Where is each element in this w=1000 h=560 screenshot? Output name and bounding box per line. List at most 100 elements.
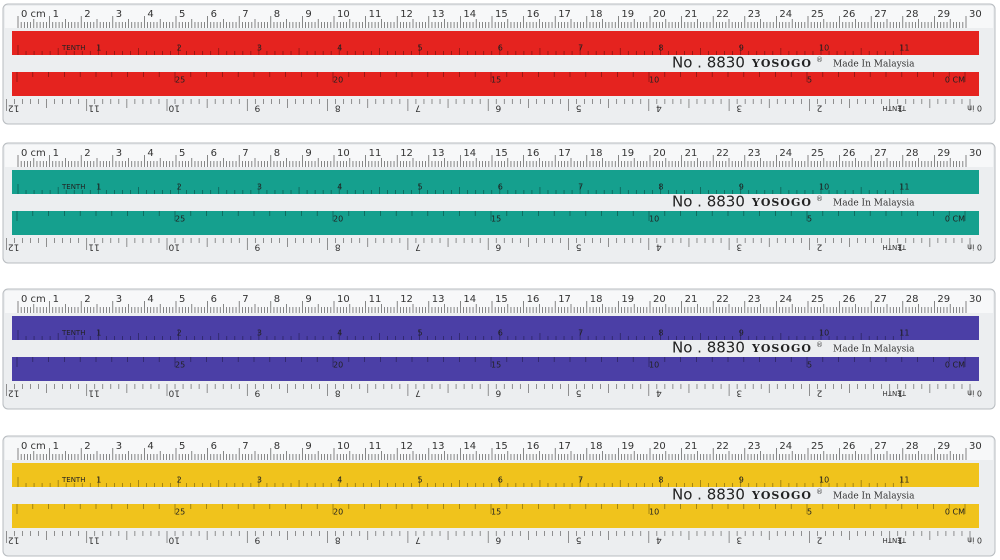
cm-label: 0 cm	[21, 9, 46, 20]
cm-label: 0 cm	[21, 294, 46, 305]
cm-label: 30	[969, 148, 982, 159]
band-upper-label: 10	[819, 183, 829, 192]
band-upper-label: 6	[498, 329, 503, 338]
inch-label: 10	[168, 535, 180, 545]
cm-label: 29	[937, 148, 950, 159]
cm-label: 1	[53, 148, 59, 159]
cm-label: 13	[432, 441, 445, 452]
inch-label: 3	[736, 103, 742, 113]
cm-label: 28	[906, 148, 919, 159]
inch-label: 12	[8, 103, 19, 113]
cm-label: 21	[685, 294, 698, 305]
inch-label: 4	[656, 535, 662, 545]
inch-label: 3	[736, 535, 742, 545]
cm-label: 19	[621, 148, 634, 159]
band-upper-label: 11	[899, 329, 909, 338]
model-number: No . 8830	[672, 339, 745, 357]
cm-label: 7	[242, 9, 248, 20]
cm-label: 9	[305, 441, 311, 452]
band-ticks	[16, 330, 966, 367]
cm-label: 21	[685, 9, 698, 20]
cm-label: 6	[211, 9, 217, 20]
inch-label: 2	[817, 103, 823, 113]
cm-label: 26	[843, 9, 856, 20]
origin: Made In Malaysia	[833, 345, 915, 355]
inch-label: 12	[8, 242, 19, 252]
band-upper-label: 10	[819, 476, 829, 485]
band-upper-label: 4	[337, 476, 342, 485]
mm-ticks	[17, 301, 967, 313]
cm-label: 28	[906, 294, 919, 305]
cm-label: 30	[969, 9, 982, 20]
cm-label: 26	[843, 148, 856, 159]
inch-label: 11	[88, 242, 99, 252]
brand: YOSOGO	[751, 342, 812, 355]
registered-mark: ®	[816, 195, 823, 203]
cm-label: 10	[337, 441, 350, 452]
band-upper-label: 5	[418, 183, 423, 192]
inch-label: 8	[335, 535, 341, 545]
inch-label: 1	[897, 388, 903, 398]
inch-label: 5	[576, 388, 582, 398]
cm-label: 6	[211, 441, 217, 452]
cm-label: 7	[242, 441, 248, 452]
cm-label: 11	[369, 294, 382, 305]
band-lower-label: 0 CM	[945, 76, 965, 85]
inch-label: 1	[897, 535, 903, 545]
mm-ticks	[17, 448, 967, 460]
inch-label: 7	[415, 103, 421, 113]
band-upper-label: 10	[819, 329, 829, 338]
band-lower-label: 20	[333, 508, 343, 517]
tenth-label: TENTH	[883, 389, 907, 397]
origin: Made In Malaysia	[833, 60, 915, 70]
cm-label: 20	[653, 148, 666, 159]
band-lower-label: 10	[649, 76, 659, 85]
cm-label: 21	[685, 441, 698, 452]
band-upper-label: 4	[337, 183, 342, 192]
inch-label: 1	[897, 103, 903, 113]
cm-label: 18	[590, 9, 603, 20]
cm-label: 8	[274, 9, 280, 20]
cm-label: 13	[432, 148, 445, 159]
inch-label: 3	[736, 388, 742, 398]
cm-label: 14	[463, 441, 476, 452]
cm-label: 19	[621, 441, 634, 452]
inch-ticks	[6, 238, 971, 250]
lower-band	[12, 357, 979, 381]
band-upper-label: 6	[498, 44, 503, 53]
cm-label: 16	[527, 9, 540, 20]
band-upper-label: 2	[177, 44, 182, 53]
cm-label: 9	[305, 9, 311, 20]
cm-label: 1	[53, 441, 59, 452]
band-upper-label: 1	[96, 44, 101, 53]
tenth-label: TENTH	[61, 329, 85, 337]
cm-label: 9	[305, 294, 311, 305]
cm-label: 10	[337, 9, 350, 20]
brand: YOSOGO	[751, 196, 812, 209]
model-number: No . 8830	[672, 486, 745, 504]
cm-label: 12	[400, 294, 413, 305]
cm-label: 0 cm	[21, 148, 46, 159]
cm-label: 3	[116, 148, 122, 159]
cm-label: 15	[495, 148, 508, 159]
band-upper-label: 8	[658, 476, 663, 485]
cm-label: 5	[179, 148, 185, 159]
band-upper-label: 9	[739, 44, 744, 53]
upper-band	[12, 316, 979, 340]
cm-label: 8	[274, 148, 280, 159]
band-lower-label: 5	[807, 76, 812, 85]
band-upper-label: 9	[739, 329, 744, 338]
cm-label: 25	[811, 294, 824, 305]
inch-label: 12	[8, 535, 19, 545]
inch-label: 8	[335, 103, 341, 113]
cm-label: 9	[305, 148, 311, 159]
inch-label: 2	[817, 242, 823, 252]
cm-label: 11	[369, 9, 382, 20]
inch-label: 5	[576, 103, 582, 113]
cm-label: 10	[337, 148, 350, 159]
cm-label: 7	[242, 294, 248, 305]
inch-label: 6	[495, 103, 501, 113]
cm-label: 28	[906, 9, 919, 20]
cm-label: 4	[147, 294, 153, 305]
band-ticks	[16, 45, 966, 82]
